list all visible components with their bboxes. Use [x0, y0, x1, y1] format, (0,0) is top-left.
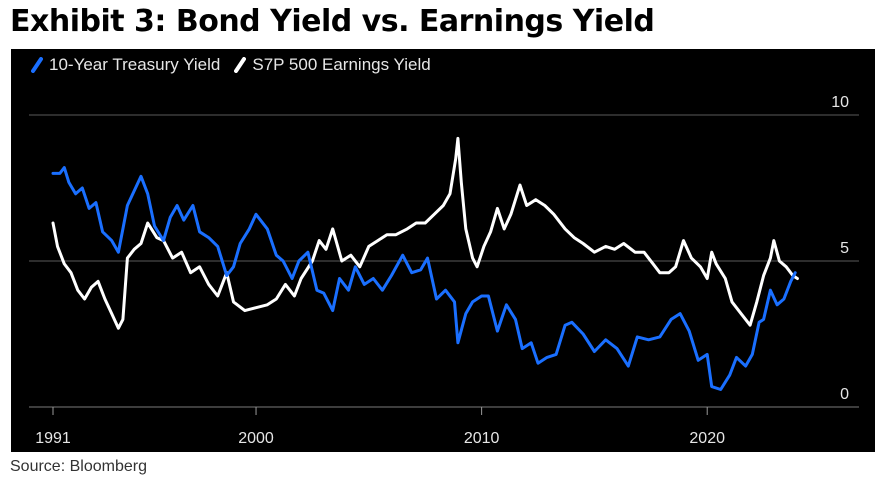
legend-label-treasury: 10-Year Treasury Yield — [49, 55, 221, 74]
x-tick-label-1991: 1991 — [35, 430, 71, 447]
y-tick-label-5: 5 — [840, 240, 849, 257]
legend-item-treasury: 10-Year Treasury Yield — [31, 55, 220, 75]
chart-panel: 10-Year Treasury Yield S7P 500 Earnings … — [11, 49, 875, 452]
y-tick-label-0: 0 — [840, 386, 849, 403]
legend-item-earnings: S7P 500 Earnings Yield — [234, 55, 431, 75]
legend-swatch-treasury — [31, 57, 43, 73]
legend-slash-icon — [31, 57, 43, 73]
chart-title: Exhibit 3: Bond Yield vs. Earnings Yield — [10, 4, 655, 39]
y-tick-label-10: 10 — [831, 94, 849, 111]
series-line-earnings-yield — [51, 136, 799, 330]
source-note: Source: Bloomberg — [10, 458, 147, 475]
series-line-treasury-yield — [51, 166, 797, 391]
x-tick-label-2000: 2000 — [238, 430, 274, 447]
x-tick-label-2020: 2020 — [689, 430, 725, 447]
chart-legend: 10-Year Treasury Yield S7P 500 Earnings … — [31, 55, 431, 75]
legend-label-earnings: S7P 500 Earnings Yield — [252, 55, 431, 74]
line-chart: 1991 2000 2010 2020 0 5 10 — [29, 94, 859, 447]
x-tick-label-2010: 2010 — [464, 430, 500, 447]
legend-swatch-earnings — [234, 57, 247, 73]
legend-slash-icon — [234, 57, 247, 73]
